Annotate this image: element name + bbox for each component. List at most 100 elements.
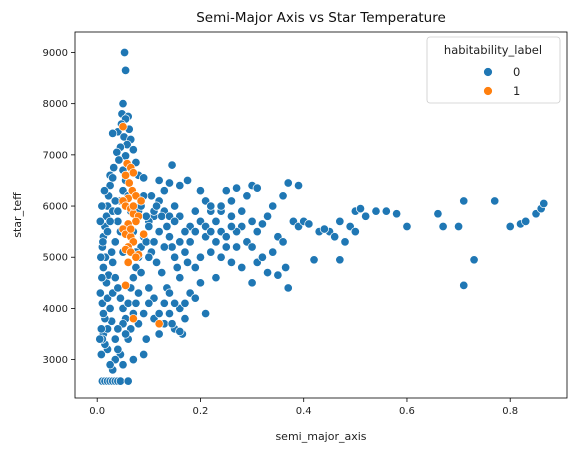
data-point-series-0 bbox=[180, 247, 190, 257]
data-point-series-0 bbox=[438, 221, 448, 232]
chart-title: Semi-Major Axis vs Star Temperature bbox=[196, 10, 446, 26]
data-point-series-0 bbox=[232, 242, 242, 252]
data-point-series-1 bbox=[128, 314, 138, 324]
data-point-series-0 bbox=[108, 257, 118, 267]
data-point-series-0 bbox=[98, 308, 108, 319]
x-axis-label: semi_major_axis bbox=[275, 430, 366, 443]
data-point-series-1 bbox=[131, 252, 141, 262]
data-point-series-0 bbox=[268, 247, 278, 257]
data-point-series-0 bbox=[167, 160, 177, 170]
data-point-series-0 bbox=[154, 175, 164, 185]
data-point-series-1 bbox=[128, 201, 138, 211]
data-point-series-0 bbox=[211, 216, 221, 226]
x-tick-label: 0.6 bbox=[399, 406, 415, 417]
data-point-series-0 bbox=[113, 324, 123, 334]
data-point-series-0 bbox=[221, 186, 231, 196]
data-point-series-0 bbox=[392, 209, 402, 219]
data-point-series-0 bbox=[216, 252, 226, 262]
data-point-series-0 bbox=[105, 216, 115, 226]
data-point-series-0 bbox=[128, 273, 138, 283]
data-point-series-0 bbox=[99, 186, 109, 196]
y-tick-label: 4000 bbox=[43, 304, 68, 315]
data-point-series-0 bbox=[226, 257, 236, 267]
data-point-series-0 bbox=[136, 268, 146, 278]
data-point-series-0 bbox=[113, 206, 123, 216]
data-point-series-0 bbox=[257, 219, 267, 229]
data-point-series-0 bbox=[350, 227, 360, 237]
data-point-series-0 bbox=[335, 255, 345, 265]
data-point-series-1 bbox=[131, 216, 141, 226]
data-point-series-0 bbox=[105, 360, 115, 370]
data-point-series-0 bbox=[141, 211, 151, 221]
data-point-series-0 bbox=[167, 319, 177, 329]
data-point-series-0 bbox=[115, 376, 125, 386]
data-point-series-0 bbox=[159, 298, 169, 308]
data-point-series-0 bbox=[252, 227, 262, 237]
data-point-series-0 bbox=[226, 221, 236, 232]
data-point-series-0 bbox=[242, 191, 252, 201]
data-point-series-1 bbox=[139, 229, 149, 239]
data-point-series-0 bbox=[115, 293, 125, 303]
data-point-series-0 bbox=[381, 206, 391, 216]
data-point-series-0 bbox=[402, 221, 412, 232]
data-point-series-0 bbox=[539, 198, 549, 209]
data-point-series-0 bbox=[123, 298, 133, 308]
data-point-series-0 bbox=[281, 262, 291, 273]
data-point-series-0 bbox=[206, 247, 216, 257]
data-point-series-0 bbox=[121, 65, 131, 75]
data-point-series-0 bbox=[206, 227, 216, 237]
data-point-series-0 bbox=[154, 227, 164, 237]
legend: habitability_label 0 1 bbox=[426, 36, 561, 104]
data-point-series-0 bbox=[273, 270, 283, 280]
data-point-series-0 bbox=[211, 237, 221, 247]
data-point-series-0 bbox=[120, 47, 130, 58]
data-point-series-0 bbox=[175, 326, 185, 336]
data-point-series-0 bbox=[293, 181, 304, 191]
data-point-series-0 bbox=[175, 237, 185, 247]
data-point-series-0 bbox=[195, 252, 205, 262]
data-point-series-0 bbox=[96, 324, 106, 334]
data-point-series-0 bbox=[108, 173, 118, 183]
data-point-series-0 bbox=[335, 216, 345, 226]
data-point-series-0 bbox=[123, 376, 133, 386]
y-tick-label: 6000 bbox=[43, 202, 68, 213]
data-point-series-0 bbox=[121, 329, 131, 339]
data-point-series-0 bbox=[170, 298, 180, 308]
data-point-series-0 bbox=[164, 308, 175, 319]
data-point-series-1 bbox=[136, 196, 146, 206]
data-point-series-0 bbox=[139, 349, 149, 360]
data-point-series-0 bbox=[180, 227, 190, 237]
data-point-series-0 bbox=[459, 280, 469, 290]
data-point-series-0 bbox=[96, 252, 106, 262]
data-point-series-0 bbox=[139, 308, 149, 319]
data-point-series-0 bbox=[152, 201, 162, 211]
data-point-series-0 bbox=[226, 196, 236, 206]
data-point-series-0 bbox=[433, 209, 443, 219]
data-point-series-0 bbox=[128, 145, 138, 155]
data-point-series-0 bbox=[459, 196, 469, 206]
data-point-series-0 bbox=[95, 288, 105, 298]
data-point-series-1 bbox=[121, 170, 131, 180]
y-axis: 3000 4000 5000 6000 7000 8000 9000 bbox=[43, 48, 75, 366]
data-point-series-0 bbox=[201, 308, 211, 319]
data-point-series-0 bbox=[521, 216, 531, 226]
y-tick-label: 5000 bbox=[43, 253, 68, 264]
data-point-series-0 bbox=[139, 173, 149, 183]
data-point-series-0 bbox=[190, 293, 200, 303]
data-point-series-0 bbox=[118, 99, 128, 109]
data-point-series-0 bbox=[247, 216, 257, 226]
data-point-series-0 bbox=[237, 206, 247, 216]
data-point-series-0 bbox=[128, 355, 138, 365]
data-point-series-0 bbox=[185, 237, 195, 247]
x-axis: 0.0 0.2 0.4 0.6 0.8 bbox=[89, 398, 518, 417]
data-point-series-0 bbox=[232, 183, 242, 193]
data-point-series-1 bbox=[124, 178, 134, 188]
data-point-series-0 bbox=[144, 298, 154, 308]
data-point-series-0 bbox=[167, 242, 177, 252]
data-point-series-0 bbox=[159, 186, 169, 196]
data-point-series-0 bbox=[183, 175, 193, 185]
data-point-series-0 bbox=[110, 237, 120, 247]
data-point-series-0 bbox=[105, 303, 115, 313]
data-point-series-0 bbox=[304, 219, 314, 229]
y-axis-label: star_teff bbox=[11, 192, 24, 238]
